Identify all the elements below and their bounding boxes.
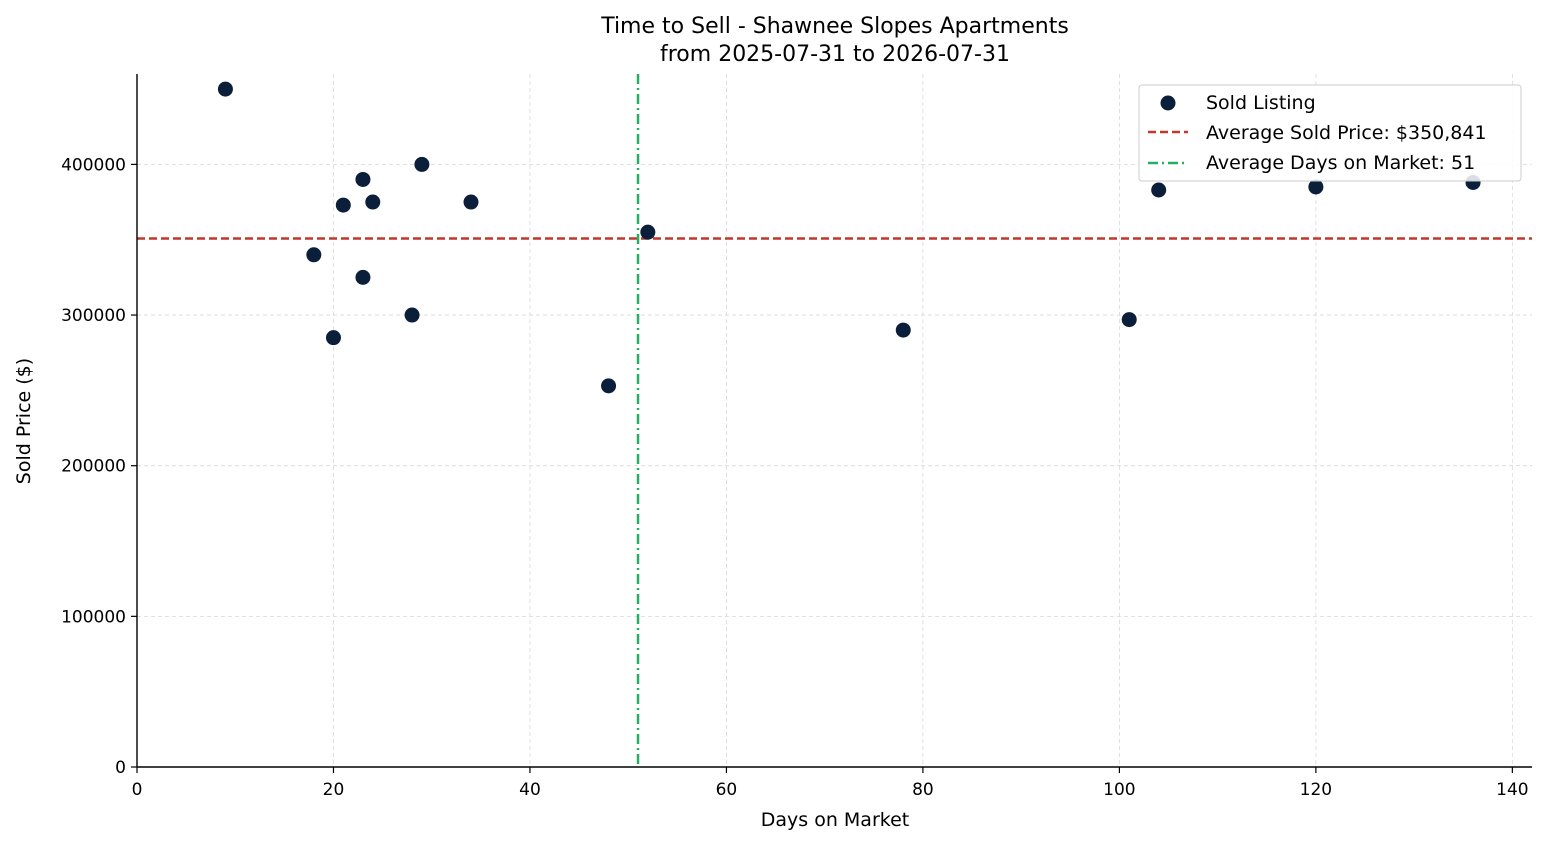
legend-label-average-days: Average Days on Market: 51 [1206, 152, 1475, 174]
sold-listing-point [306, 247, 322, 263]
chart-title: Time to Sell - Shawnee Slopes Apartments [600, 14, 1069, 39]
sold-listing-point [404, 307, 420, 323]
sold-listing-point [895, 322, 911, 338]
legend: Sold Listing Average Sold Price: $350,84… [1138, 84, 1522, 182]
legend-label-sold-listing: Sold Listing [1206, 92, 1316, 114]
data-points [217, 81, 1481, 394]
y-tick-label: 100000 [61, 607, 126, 627]
y-tick-label: 300000 [61, 306, 126, 326]
sold-listing-point [1121, 312, 1137, 328]
sold-listing-point [325, 330, 341, 346]
sold-listing-point [601, 378, 617, 394]
sold-listing-point [640, 224, 656, 240]
sold-listing-point [1151, 182, 1167, 198]
x-tick-label: 80 [912, 780, 934, 800]
x-tick-label: 60 [716, 780, 738, 800]
x-tick-label: 20 [323, 780, 345, 800]
x-tick-label: 0 [132, 780, 143, 800]
sold-listing-point [217, 81, 233, 97]
x-axis-label: Days on Market [761, 809, 909, 831]
ticks: 0 20 40 60 80 100 120 140 0 100000 200000 300000 400… [61, 155, 1528, 800]
sold-listing-point [335, 197, 351, 213]
sold-listing-point [414, 156, 430, 172]
axes [136, 74, 1532, 768]
chart-subtitle: from 2025-07-31 to 2026-07-31 [660, 42, 1010, 67]
legend-box [1138, 84, 1522, 182]
y-tick-label: 400000 [61, 155, 126, 175]
sold-listing-point [1308, 179, 1324, 195]
y-tick-label: 200000 [61, 457, 126, 477]
x-tick-label: 120 [1300, 780, 1332, 800]
reference-lines [137, 74, 1532, 767]
y-tick-label: 0 [115, 758, 126, 778]
sold-listing-point [355, 171, 371, 187]
legend-label-average-price: Average Sold Price: $350,841 [1206, 122, 1487, 144]
sold-listing-point [365, 194, 381, 210]
sold-listing-point [463, 194, 479, 210]
x-tick-label: 140 [1496, 780, 1528, 800]
x-tick-label: 100 [1103, 780, 1135, 800]
legend-marker-sold-listing [1160, 95, 1176, 111]
x-tick-label: 40 [519, 780, 541, 800]
y-axis-label: Sold Price ($) [13, 358, 35, 484]
sold-listing-point [355, 269, 371, 285]
